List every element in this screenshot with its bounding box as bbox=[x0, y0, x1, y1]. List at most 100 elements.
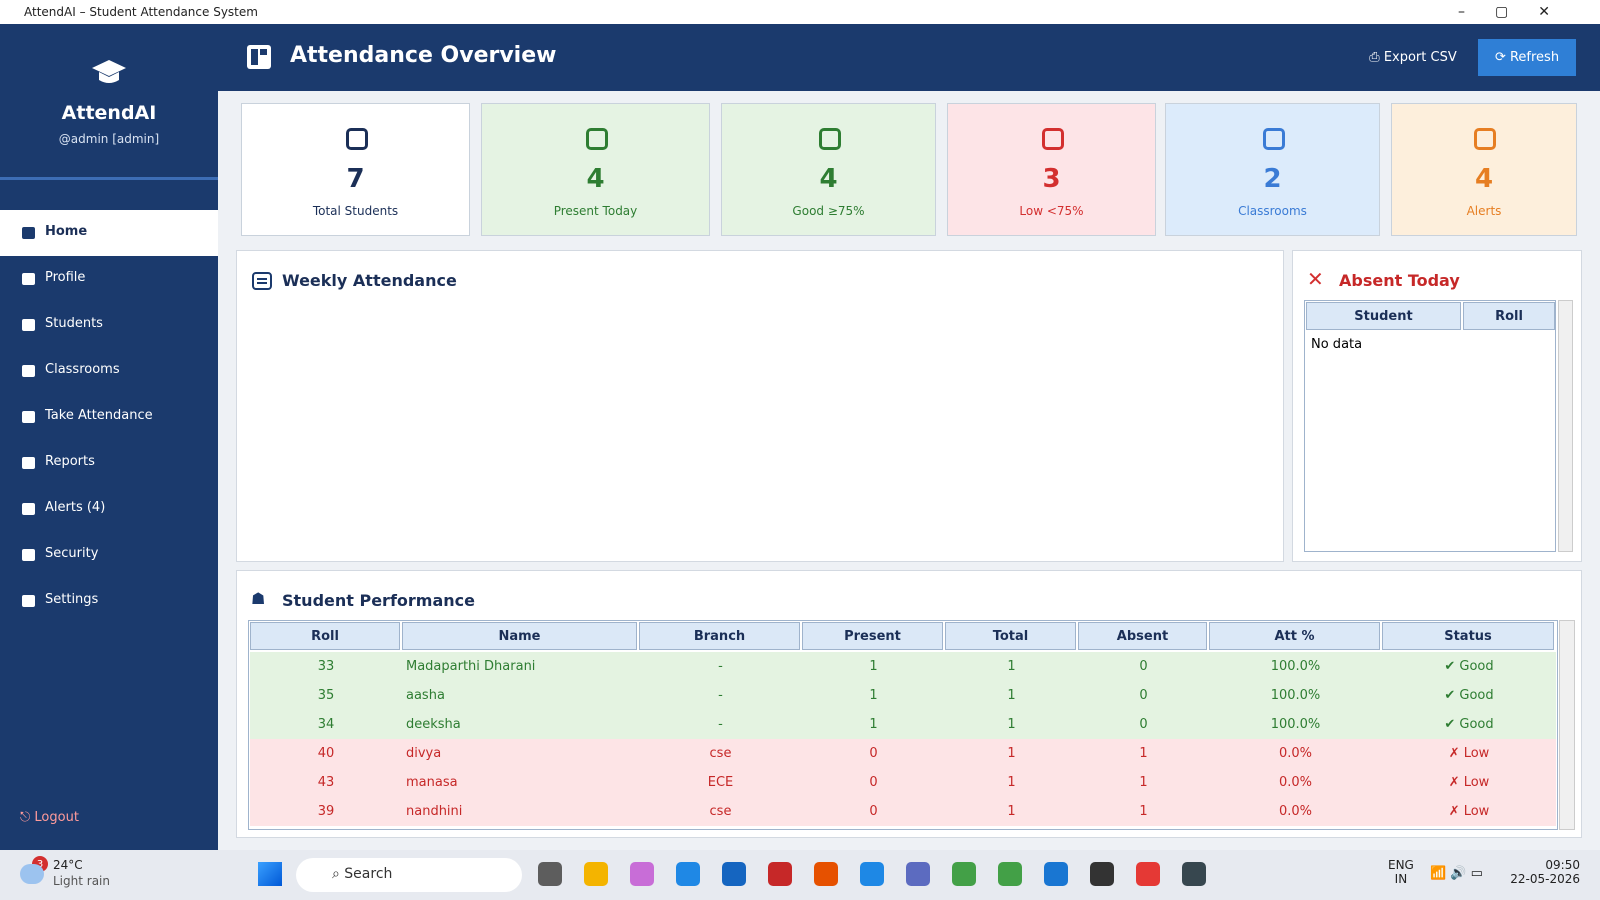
taskbar-app[interactable] bbox=[1044, 862, 1068, 886]
column-header: Roll bbox=[1463, 302, 1555, 330]
nav-icon bbox=[22, 457, 35, 469]
clock[interactable]: 09:50 22-05-2026 bbox=[1510, 858, 1580, 886]
refresh-button[interactable]: ⟳ Refresh bbox=[1478, 39, 1576, 76]
taskbar-app[interactable] bbox=[814, 862, 838, 886]
stat-label: Low <75% bbox=[1019, 204, 1084, 218]
table-row: 34 deeksha - 1 1 0 100.0% ✔ Good bbox=[250, 710, 1556, 739]
nav-label: Take Attendance bbox=[45, 408, 153, 423]
stat-label: Alerts bbox=[1466, 204, 1502, 218]
taskbar-app[interactable] bbox=[860, 862, 884, 886]
nav-item[interactable]: Classrooms bbox=[0, 348, 218, 394]
table-cell: divya bbox=[406, 746, 442, 761]
stat-card: 7 Total Students bbox=[241, 103, 470, 236]
column-header: Roll bbox=[250, 622, 400, 650]
table-cell: 1 bbox=[1139, 746, 1148, 761]
taskbar-app[interactable] bbox=[1182, 862, 1206, 886]
performance-icon: ☗ bbox=[251, 589, 266, 608]
tray-icons[interactable]: 📶 🔊 ▭ bbox=[1430, 866, 1483, 881]
taskbar-app[interactable] bbox=[722, 862, 746, 886]
absent-title: Absent Today bbox=[1339, 271, 1460, 290]
stat-icon bbox=[818, 128, 841, 150]
logout-button[interactable]: ⎋ Logout bbox=[20, 810, 79, 825]
nav-item[interactable]: Students bbox=[0, 302, 218, 348]
table-cell: 1 bbox=[1139, 775, 1148, 790]
table-row: 33 Madaparthi Dharani - 1 1 0 100.0% ✔ Good bbox=[250, 652, 1556, 681]
start-button[interactable] bbox=[258, 862, 282, 886]
weather-icon[interactable] bbox=[20, 864, 44, 884]
column-header: Branch bbox=[639, 622, 800, 650]
table-cell: cse bbox=[709, 804, 732, 819]
table-cell: 0 bbox=[869, 746, 878, 761]
language[interactable]: ENG IN bbox=[1388, 858, 1414, 886]
scrollbar[interactable] bbox=[1558, 300, 1573, 552]
stat-value: 3 bbox=[1042, 164, 1061, 194]
table-cell: 1 bbox=[1007, 659, 1016, 674]
app-name: AttendAI bbox=[61, 102, 157, 124]
taskbar-app[interactable] bbox=[998, 862, 1022, 886]
taskbar-app[interactable] bbox=[1090, 862, 1114, 886]
column-header: Total bbox=[945, 622, 1076, 650]
stat-label: Good ≥75% bbox=[792, 204, 865, 218]
nav-item[interactable]: Profile bbox=[0, 256, 218, 302]
header: Attendance Overview ⎙ Export CSV ⟳ Refre… bbox=[218, 24, 1600, 91]
stat-value: 4 bbox=[819, 164, 838, 194]
table-cell: 100.0% bbox=[1270, 717, 1321, 732]
stat-icon bbox=[345, 128, 368, 150]
table-cell: 43 bbox=[317, 775, 335, 790]
table-cell: 35 bbox=[317, 688, 335, 703]
nav-item[interactable]: Home bbox=[0, 210, 218, 256]
taskbar-app[interactable] bbox=[538, 862, 562, 886]
table-cell: ✗ Low bbox=[1448, 775, 1490, 790]
stat-value: 4 bbox=[586, 164, 605, 194]
table-cell: 0 bbox=[869, 775, 878, 790]
scrollbar[interactable] bbox=[1559, 620, 1575, 830]
table-cell: ✗ Low bbox=[1448, 804, 1490, 819]
taskbar-app[interactable] bbox=[952, 862, 976, 886]
nav-icon bbox=[22, 273, 35, 285]
nav-item[interactable]: Settings bbox=[0, 578, 218, 624]
taskbar-app[interactable] bbox=[768, 862, 792, 886]
title-bar: AttendAI – Student Attendance System –▢✕ bbox=[0, 0, 1600, 24]
export-button[interactable]: ⎙ Export CSV bbox=[1369, 49, 1457, 65]
window-controls[interactable]: –▢✕ bbox=[1458, 4, 1580, 20]
table-cell: cse bbox=[709, 746, 732, 761]
table-cell: manasa bbox=[406, 775, 458, 790]
weekly-panel: Weekly Attendance bbox=[236, 250, 1284, 562]
table-cell: - bbox=[718, 717, 723, 732]
nav-item[interactable]: Take Attendance bbox=[0, 394, 218, 440]
weekly-title: Weekly Attendance bbox=[282, 271, 457, 290]
table-cell: 100.0% bbox=[1270, 659, 1321, 674]
stat-card: 4 Present Today bbox=[481, 103, 710, 236]
table-row: 40 divya cse 0 1 1 0.0% ✗ Low bbox=[250, 739, 1556, 768]
nav-label: Settings bbox=[45, 592, 99, 607]
taskbar-app[interactable] bbox=[630, 862, 654, 886]
nav-icon bbox=[22, 319, 35, 331]
column-header: Status bbox=[1382, 622, 1554, 650]
sidebar: AttendAI @admin [admin] Home Profile Stude… bbox=[0, 24, 218, 850]
empty-message: No data bbox=[1311, 337, 1363, 352]
performance-table: Roll Name Branch Present Total Absent Att % Sta… bbox=[248, 620, 1558, 830]
taskbar-app[interactable] bbox=[676, 862, 700, 886]
taskbar: 3 24°C Light rain ⌕ Search ENG IN 📶 🔊 ▭ 0… bbox=[0, 850, 1600, 900]
nav-item[interactable]: Security bbox=[0, 532, 218, 578]
table-cell: Madaparthi Dharani bbox=[406, 659, 536, 674]
taskbar-app[interactable] bbox=[906, 862, 930, 886]
nav-item[interactable]: Alerts (4) bbox=[0, 486, 218, 532]
table-cell: ✔ Good bbox=[1444, 659, 1494, 674]
export-label: Export CSV bbox=[1383, 49, 1457, 65]
table-cell: nandhini bbox=[406, 804, 463, 819]
table-cell: 1 bbox=[1007, 688, 1016, 703]
taskbar-app[interactable] bbox=[1136, 862, 1160, 886]
header-icon bbox=[247, 45, 271, 69]
stat-value: 7 bbox=[346, 164, 365, 194]
lang: ENG bbox=[1388, 858, 1414, 872]
column-header: Att % bbox=[1209, 622, 1380, 650]
nav-item[interactable]: Reports bbox=[0, 440, 218, 486]
nav-label: Profile bbox=[45, 270, 86, 285]
table-cell: 0 bbox=[1139, 659, 1148, 674]
search-box[interactable]: ⌕ Search bbox=[296, 858, 522, 892]
taskbar-app[interactable] bbox=[584, 862, 608, 886]
table-cell: ✗ Low bbox=[1448, 746, 1490, 761]
table-cell: 1 bbox=[1007, 717, 1016, 732]
table-row: 39 nandhini cse 0 1 1 0.0% ✗ Low bbox=[250, 797, 1556, 826]
